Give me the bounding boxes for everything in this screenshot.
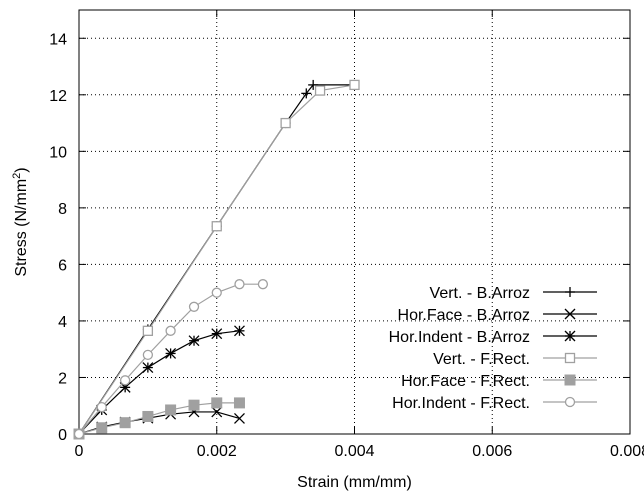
data-point: [234, 279, 245, 290]
y-tick-label: 2: [58, 370, 67, 387]
data-point: [142, 325, 154, 336]
legend-item: Vert. - B.Arroz: [430, 285, 597, 302]
data-point: [96, 422, 108, 434]
legend-item: Hor.Face - B.Arroz: [398, 307, 597, 324]
data-point: [96, 401, 107, 413]
legend-marker: [564, 374, 576, 386]
data-point: [188, 399, 200, 411]
x-tick-label: 0.004: [334, 443, 374, 460]
data-point: [211, 397, 223, 409]
data-point: [119, 375, 131, 386]
legend-marker: [564, 330, 576, 342]
x-axis-ticks: 0 0.002 0.004 0.006 0.008: [75, 10, 644, 460]
x-tick-label: 0: [75, 443, 84, 460]
series-5: [73, 397, 245, 440]
y-tick-label: 8: [58, 201, 67, 218]
series-line: [78, 330, 240, 435]
legend-item: Hor.Indent - B.Arroz: [389, 329, 597, 346]
data-point: [211, 287, 222, 298]
legend-label: Vert. - F.Rect.: [433, 351, 530, 368]
series-line: [78, 84, 355, 435]
data-point: [73, 428, 85, 440]
grid: [79, 10, 630, 434]
data-point: [349, 79, 360, 91]
data-point: [314, 85, 326, 96]
y-axis-label-superscript: 2: [11, 173, 23, 179]
data-point: [280, 117, 291, 129]
data-point: [142, 349, 154, 361]
legend-label: Hor.Indent - B.Arroz: [389, 329, 530, 346]
y-tick-label: 10: [49, 144, 67, 161]
data-point: [211, 328, 223, 340]
legend-marker: [564, 308, 576, 320]
data-point: [211, 406, 223, 418]
data-point: [119, 417, 131, 429]
data-point: [165, 404, 177, 416]
data-point: [257, 279, 269, 290]
series-1: [74, 79, 360, 439]
legend-label: Hor.Indent - F.Rect.: [392, 395, 530, 412]
y-axis-label: Stress (N/mm2): [11, 167, 30, 276]
data-point: [308, 79, 319, 90]
legend-marker: [564, 396, 576, 408]
data-point: [233, 397, 245, 409]
y-tick-label: 12: [49, 88, 67, 105]
x-axis-label: Strain (mm/mm): [297, 474, 412, 491]
legend-item: Hor.Face - F.Rect.: [401, 373, 597, 390]
y-axis-label-main: Stress (N/mm: [13, 179, 30, 277]
data-point: [142, 410, 154, 422]
y-tick-label: 6: [58, 257, 67, 274]
y-tick-label: 14: [49, 31, 67, 48]
data-point: [211, 221, 222, 232]
series-layer: [73, 79, 360, 440]
data-point: [142, 362, 154, 374]
x-tick-label: 0.008: [610, 443, 644, 460]
data-point: [165, 325, 176, 336]
y-tick-label: 0: [58, 427, 67, 444]
legend-item: Vert. - F.Rect.: [433, 351, 597, 368]
legend-label: Vert. - B.Arroz: [430, 285, 530, 302]
data-point: [234, 412, 245, 424]
legend-label: Hor.Face - B.Arroz: [398, 307, 530, 324]
y-axis-ticks: 0 2 4 6 8 10 12 14: [49, 31, 630, 444]
legend-marker: [565, 287, 575, 297]
series-6: [73, 279, 269, 440]
legend-item: Hor.Indent - F.Rect.: [392, 395, 597, 412]
x-tick-label: 0.002: [197, 443, 237, 460]
data-point: [188, 301, 200, 312]
data-point: [165, 347, 177, 359]
legend-label: Hor.Face - F.Rect.: [401, 373, 530, 390]
x-tick-label: 0.006: [472, 443, 512, 460]
legend: Vert. - B.Arroz Hor.Face - B.Arroz Hor.Ind…: [389, 285, 597, 412]
y-tick-label: 4: [58, 314, 67, 331]
legend-marker: [564, 352, 576, 364]
data-point: [234, 325, 245, 337]
data-point: [301, 88, 312, 99]
data-point: [188, 335, 200, 347]
y-axis-label-end: ): [13, 167, 30, 172]
